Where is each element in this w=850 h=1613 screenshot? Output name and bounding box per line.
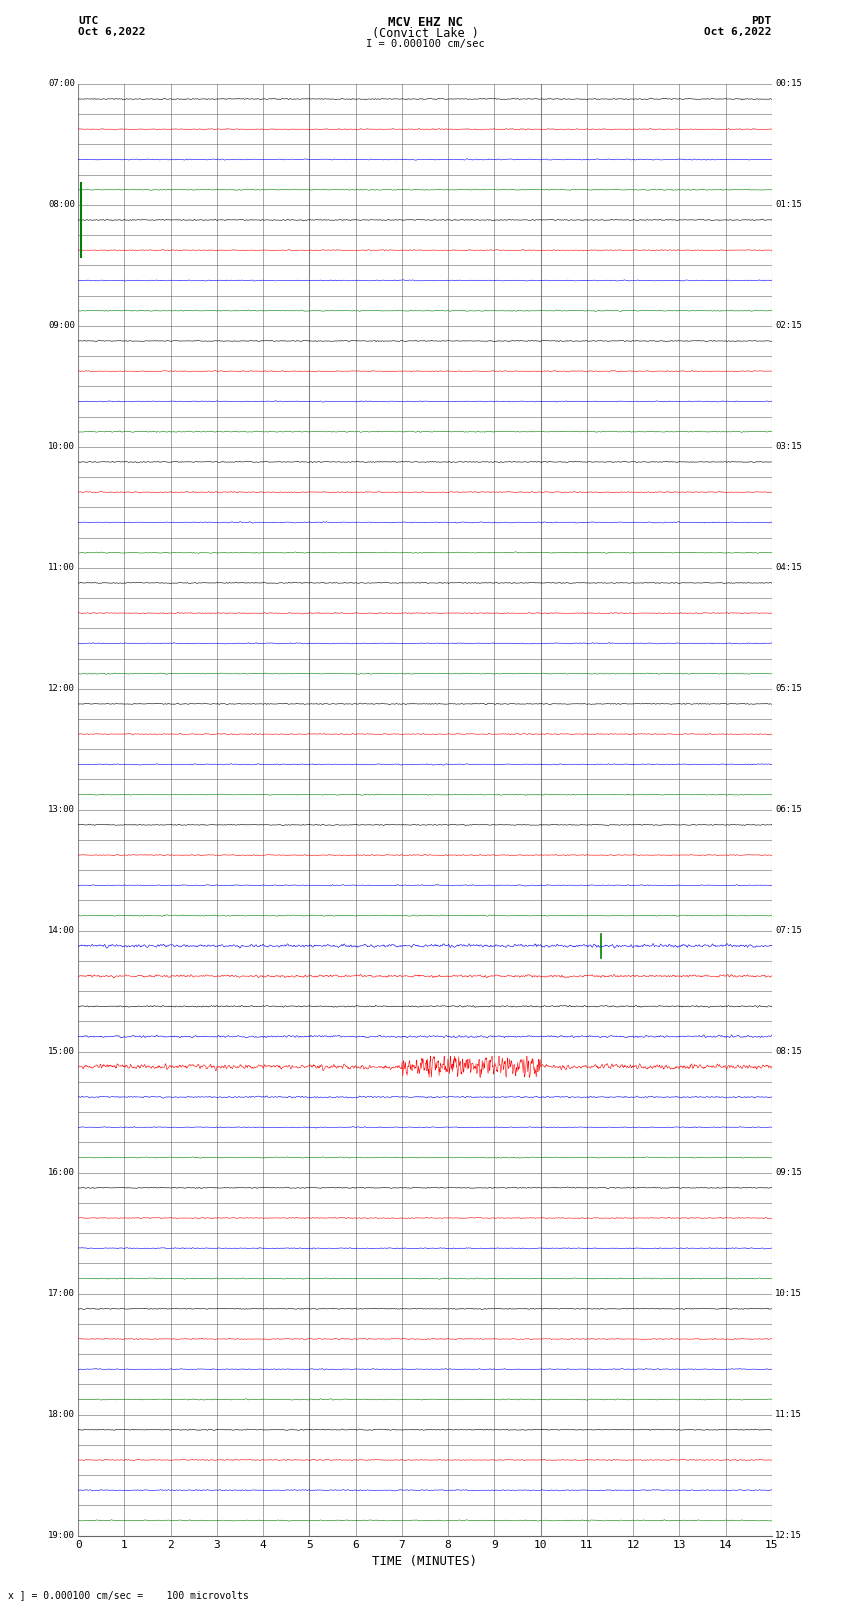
Text: Oct 6,2022: Oct 6,2022 (78, 27, 145, 37)
Text: 09:15: 09:15 (775, 1168, 802, 1177)
Text: 03:15: 03:15 (775, 442, 802, 452)
Text: 13:00: 13:00 (48, 805, 75, 815)
Text: 08:00: 08:00 (48, 200, 75, 210)
Text: PDT: PDT (751, 16, 772, 26)
Text: 10:00: 10:00 (48, 442, 75, 452)
Text: 05:15: 05:15 (775, 684, 802, 694)
Text: Oct 6,2022: Oct 6,2022 (705, 27, 772, 37)
Text: UTC: UTC (78, 16, 99, 26)
Text: 00:15: 00:15 (775, 79, 802, 89)
Text: 07:00: 07:00 (48, 79, 75, 89)
Text: 06:15: 06:15 (775, 805, 802, 815)
X-axis label: TIME (MINUTES): TIME (MINUTES) (372, 1555, 478, 1568)
Text: (Convict Lake ): (Convict Lake ) (371, 27, 479, 40)
Text: 09:00: 09:00 (48, 321, 75, 331)
Text: 14:00: 14:00 (48, 926, 75, 936)
Text: 18:00: 18:00 (48, 1410, 75, 1419)
Text: 04:15: 04:15 (775, 563, 802, 573)
Text: 01:15: 01:15 (775, 200, 802, 210)
Text: 07:15: 07:15 (775, 926, 802, 936)
Text: x ] = 0.000100 cm/sec =    100 microvolts: x ] = 0.000100 cm/sec = 100 microvolts (8, 1590, 249, 1600)
Text: 19:00: 19:00 (48, 1531, 75, 1540)
Text: MCV EHZ NC: MCV EHZ NC (388, 16, 462, 29)
Text: 11:00: 11:00 (48, 563, 75, 573)
Text: 12:00: 12:00 (48, 684, 75, 694)
Text: 11:15: 11:15 (775, 1410, 802, 1419)
Text: 16:00: 16:00 (48, 1168, 75, 1177)
Text: 15:00: 15:00 (48, 1047, 75, 1057)
Text: I = 0.000100 cm/sec: I = 0.000100 cm/sec (366, 39, 484, 48)
Text: 12:15: 12:15 (775, 1531, 802, 1540)
Text: 08:15: 08:15 (775, 1047, 802, 1057)
Text: 02:15: 02:15 (775, 321, 802, 331)
Text: 17:00: 17:00 (48, 1289, 75, 1298)
Text: 10:15: 10:15 (775, 1289, 802, 1298)
